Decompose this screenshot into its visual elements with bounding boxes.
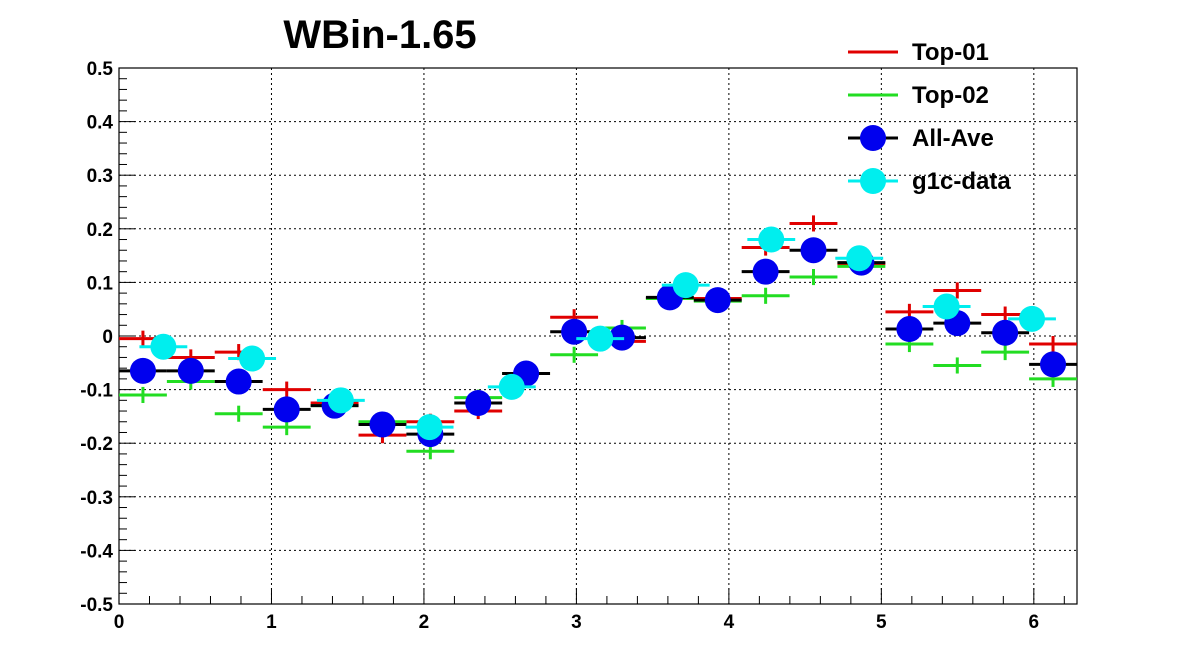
y-tick-label: 0.2 <box>87 220 113 241</box>
data-point <box>369 411 396 438</box>
data-point <box>465 390 492 416</box>
data-point <box>992 319 1019 346</box>
data-point <box>758 226 785 253</box>
data-point <box>273 396 300 423</box>
data-point <box>561 318 588 345</box>
x-tick-label: 2 <box>419 612 430 633</box>
legend-label: All-Ave <box>912 125 994 152</box>
data-point <box>587 325 614 352</box>
legend-marker <box>860 125 886 151</box>
x-tick-label: 6 <box>1029 612 1040 633</box>
y-tick-label: 0.4 <box>87 113 114 134</box>
data-point <box>498 373 525 400</box>
y-tick-label: -0.5 <box>80 595 113 616</box>
data-point <box>416 414 443 441</box>
y-tick-label: -0.4 <box>80 541 113 562</box>
data-point <box>239 345 266 372</box>
grid <box>119 68 1077 604</box>
y-tick-label: -0.1 <box>80 381 113 402</box>
data-point <box>150 333 177 360</box>
data-point <box>1040 351 1067 378</box>
legend-label: Top-01 <box>912 39 989 66</box>
x-tick-label: 3 <box>571 612 582 633</box>
chart-title: WBin-1.65 <box>283 13 476 57</box>
data-point <box>846 245 873 272</box>
y-tick-label: 0.3 <box>87 166 113 187</box>
data-point <box>327 387 354 414</box>
data-point <box>800 237 827 264</box>
series <box>119 215 1077 460</box>
legend-label: Top-02 <box>912 82 989 109</box>
y-tick-label: 0.1 <box>87 273 114 294</box>
y-tick-label: 0.5 <box>87 59 114 80</box>
data-point <box>177 357 204 384</box>
x-tick-label: 1 <box>266 612 277 633</box>
y-tick-label: 0 <box>102 327 113 348</box>
legend-entry: All-Ave <box>848 125 994 152</box>
series-g1c-data <box>139 226 1056 441</box>
legend: Top-01 Top-02 All-Ave g1c-data <box>848 39 1011 195</box>
x-tick-label: 4 <box>724 612 735 633</box>
y-tick-label: -0.2 <box>80 434 113 455</box>
axes: 0 1 2 3 4 5 6 -0.5 -0.4 -0.3 -0.2 -0.1 0 0.1 0.2 0.3 0.4… <box>80 59 1078 633</box>
data-point <box>896 316 923 343</box>
data-point <box>672 272 699 299</box>
x-tick-label: 0 <box>114 612 125 633</box>
data-point <box>225 368 252 395</box>
x-tick-label: 5 <box>876 612 887 633</box>
legend-entry: Top-01 <box>848 39 989 66</box>
legend-label: g1c-data <box>912 168 1011 195</box>
data-point <box>933 293 960 320</box>
legend-entry: Top-02 <box>848 82 989 109</box>
data-point <box>752 258 779 285</box>
data-point <box>129 357 156 384</box>
data-point <box>1018 305 1045 332</box>
data-point <box>704 287 731 314</box>
legend-entry: g1c-data <box>848 168 1011 195</box>
legend-marker <box>860 168 886 194</box>
y-tick-label: -0.3 <box>80 488 113 509</box>
